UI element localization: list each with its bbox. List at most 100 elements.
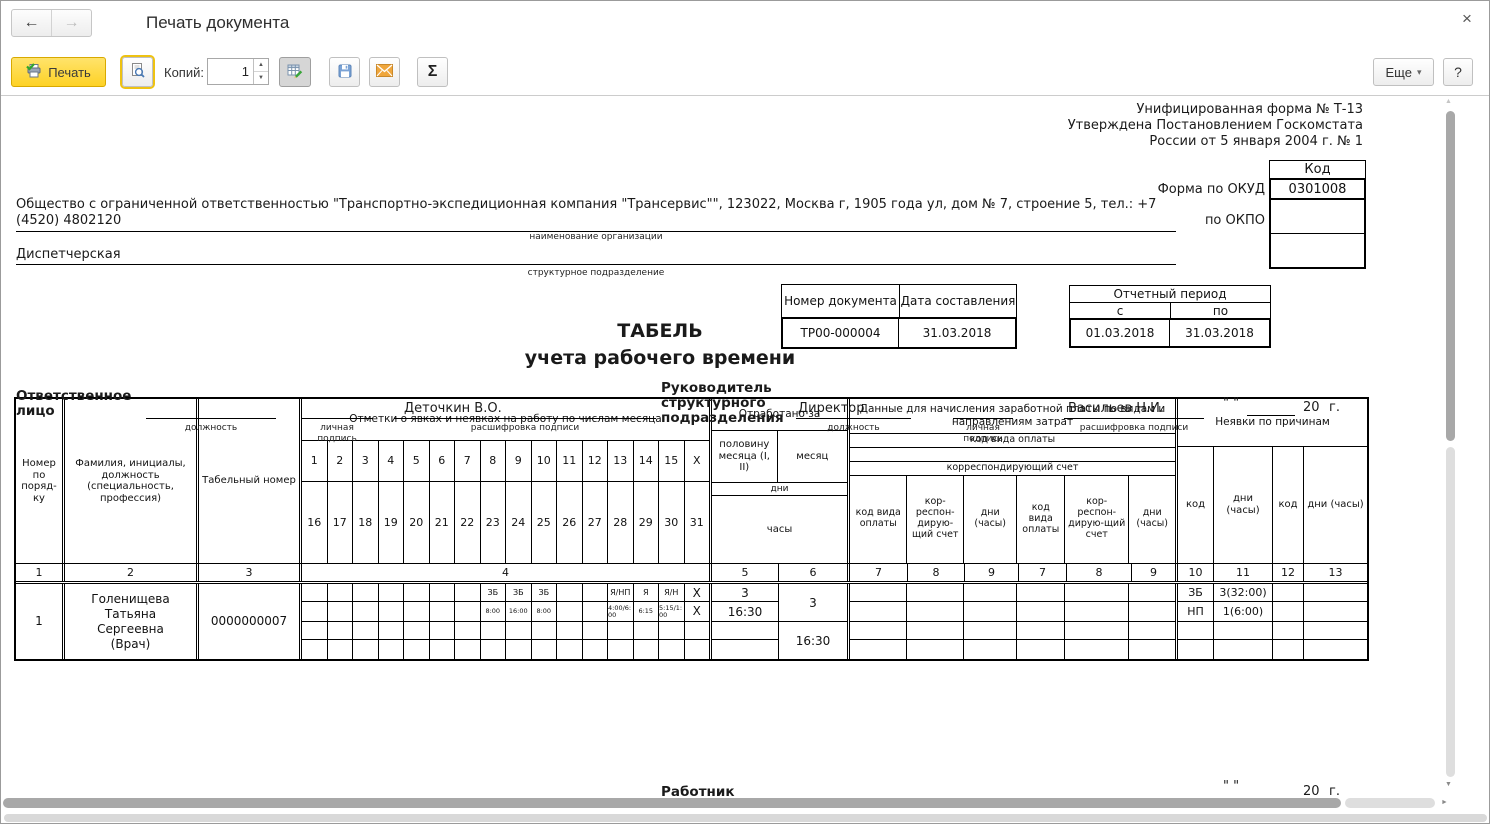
mark-cell [557, 584, 583, 601]
horizontal-scrollbar-thumb[interactable] [3, 798, 1341, 808]
day-marks-subrow: ЗБ ЗБ ЗБ Я/НП Я Я/Н X [302, 584, 709, 602]
document-meta-table: Номер документа Дата составления ТР00-00… [781, 284, 1017, 349]
outer-horizontal-scrollbar[interactable] [4, 814, 1487, 822]
day-header-cell: 22 [455, 481, 481, 563]
year-g: г. [1329, 784, 1340, 799]
pay-cell [907, 584, 964, 601]
day-marks-subrow [302, 622, 709, 640]
position-caption: должность [184, 423, 238, 433]
edit-table-button[interactable] [279, 57, 311, 87]
pay-cell [1017, 622, 1066, 639]
pay-cell [1129, 584, 1175, 601]
day-header-cell: 14 [634, 440, 659, 481]
mark-cell [481, 640, 506, 659]
document-title-line2: учета рабочего времени [524, 347, 796, 369]
department-name: Диспетчерская [16, 247, 1176, 265]
day-header-cell: 30 [659, 481, 685, 563]
sigma-icon: Σ [427, 63, 438, 80]
vertical-scrollbar-thumb[interactable] [1446, 111, 1455, 441]
employee-name-cell: Голенищева Татьяна Сергеевна (Врач) [65, 584, 199, 659]
absence-cell: 3(32:00) [1214, 584, 1273, 601]
mark-cell: 8:00 [481, 602, 506, 621]
more-button[interactable]: Еще ▾ [1373, 58, 1434, 86]
mark-cell [685, 622, 710, 639]
day-header-cell: 15 [659, 440, 685, 481]
pay-cell [850, 622, 908, 639]
mark-cell: ЗБ [481, 584, 506, 601]
pay-empty-row [850, 448, 1175, 462]
close-icon[interactable]: × [1462, 9, 1472, 28]
print-button[interactable]: Печать [11, 57, 106, 87]
doc-number-value: ТР00-000004 [783, 319, 899, 347]
absence-cell [1273, 584, 1304, 601]
mark-cell [379, 602, 404, 621]
save-button[interactable] [329, 57, 360, 87]
date-line [1247, 398, 1295, 416]
organization-caption: наименование организации [529, 232, 663, 242]
envelope-icon [376, 64, 393, 80]
column-number-cell: 10 [1178, 564, 1214, 581]
column-numbers-row: 1 2 3 4 5 6 7 8 9 7 8 9 10 11 12 13 [16, 564, 1367, 584]
day-header-cell: 21 [430, 481, 455, 563]
pay-cell [1065, 640, 1130, 659]
day-marks-subrow: 8:00 16:00 8:00 4:00/6:00 6:15 5:15/1:00 X [302, 602, 709, 622]
personal-sign-caption: личная подпись [963, 423, 1003, 444]
preview-button[interactable] [122, 57, 153, 87]
scroll-up-icon[interactable]: ▲ [1445, 98, 1452, 105]
mark-cell [659, 622, 685, 639]
column-number-cell: 4 [302, 564, 712, 581]
worked-half-hours-value: 16:30 [712, 602, 778, 622]
vertical-scrollbar-track[interactable] [1446, 447, 1455, 777]
sum-button[interactable]: Σ [417, 57, 448, 87]
spin-down-icon[interactable]: ▼ [258, 75, 264, 81]
spin-up-icon[interactable]: ▲ [254, 59, 268, 72]
tab-number-cell: 0000000007 [199, 584, 302, 659]
scroll-down-icon[interactable]: ▼ [1445, 781, 1452, 788]
scroll-right-icon[interactable]: ► [1441, 799, 1448, 806]
pay-cell [964, 640, 1018, 659]
mark-cell [455, 602, 481, 621]
column-number-cell: 8 [908, 564, 965, 581]
absence-group-title: Неявки по причинам [1178, 399, 1367, 447]
back-button[interactable]: ← [12, 10, 52, 36]
day-header-cell: 18 [353, 481, 379, 563]
forward-button[interactable]: → [52, 10, 91, 36]
worked-half-empty [712, 640, 778, 659]
copies-input[interactable] [208, 59, 253, 84]
nav-history-group: ← → [11, 9, 92, 37]
mark-cell: Я/НП [608, 584, 634, 601]
okpo-value [1271, 200, 1364, 234]
absence-cell [1304, 602, 1367, 621]
help-button[interactable]: ? [1443, 58, 1473, 86]
absence-days-col-header: дни (часы) [1307, 499, 1364, 511]
timesheet-table: Номер по поряд-ку Фамилия, инициалы, дол… [14, 397, 1369, 661]
day-header-cell: 27 [583, 481, 608, 563]
day-header-cell: 29 [634, 481, 659, 563]
day-header-cell: 2 [328, 440, 353, 481]
pay-cell [850, 640, 908, 659]
mark-cell [328, 640, 353, 659]
mark-cell: ЗБ [532, 584, 557, 601]
col-header-name: Фамилия, инициалы, должность (специально… [65, 399, 199, 563]
day-header-cell: 7 [455, 440, 481, 481]
mark-cell [634, 640, 659, 659]
day-header-cell: 24 [506, 481, 532, 563]
day-header-cell: 3 [353, 440, 379, 481]
head-position-line: Директор [796, 401, 911, 419]
horizontal-scrollbar-track[interactable] [1345, 798, 1435, 808]
mark-cell [379, 622, 404, 639]
days-group-title: Отметки о явках и неявках на работу по ч… [302, 399, 709, 441]
mark-cell [455, 584, 481, 601]
pay-cell [964, 584, 1018, 601]
absence-cell [1273, 640, 1304, 659]
absence-cell [1178, 640, 1214, 659]
col-header-number: Номер по поряд-ку [16, 399, 65, 563]
mark-cell [557, 622, 583, 639]
email-button[interactable] [369, 57, 400, 87]
mark-cell [404, 602, 430, 621]
mark-cell: 6:15 [634, 602, 659, 621]
absence-cell: НП [1178, 602, 1214, 621]
head-label: Руководитель структурного подразделения [661, 380, 784, 426]
period-to-value: 31.03.2018 [1185, 326, 1254, 340]
